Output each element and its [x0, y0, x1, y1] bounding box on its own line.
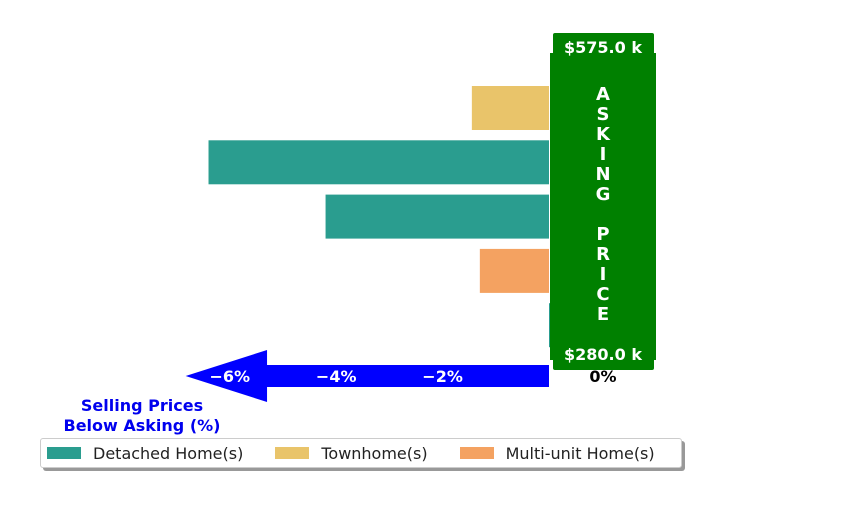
asking-price-letter: I	[600, 144, 607, 165]
x-tick-label: 0%	[589, 367, 616, 386]
bar-4-multi-unit-home-s	[479, 248, 549, 293]
asking-price-letter: R	[596, 244, 610, 265]
legend-label-multiunit: Multi-unit Home(s)	[505, 443, 655, 463]
legend-swatch-townhome	[275, 447, 310, 459]
asking-price-letter: E	[597, 304, 609, 325]
bar-1-townhome-s	[471, 86, 549, 130]
x-tick-label: −6%	[210, 367, 251, 386]
x-tick-label: −2%	[422, 367, 463, 386]
legend-item-multiunit: Multi-unit Home(s)	[459, 443, 655, 463]
asking-price-letter: K	[596, 124, 611, 145]
legend-swatch-multiunit	[459, 447, 494, 459]
asking-price-panel	[550, 53, 656, 360]
x-axis-label-line1: Selling Prices	[80, 396, 204, 415]
axis-arrow-shape	[185, 350, 550, 402]
bar-2-detached-home-s	[208, 140, 549, 185]
asking-price-bottom-badge	[553, 340, 654, 370]
asking-price-letter: G	[596, 184, 611, 205]
asking-price-letter: A	[596, 84, 610, 105]
asking-price-top-label: $575.0 k	[564, 38, 642, 57]
axis-arrow	[185, 350, 550, 402]
legend: Detached Home(s) Townhome(s) Multi-unit …	[40, 438, 682, 468]
legend-label-detached: Detached Home(s)	[93, 443, 244, 463]
legend-item-townhome: Townhome(s)	[275, 443, 428, 463]
asking-price-bottom-label: $280.0 k	[564, 345, 642, 364]
x-tick-labels: −6% −4% −2% 0%	[210, 367, 617, 386]
asking-price-letter: I	[600, 264, 607, 285]
x-axis-label-line2: Below Asking (%)	[63, 416, 221, 435]
bars-group	[208, 86, 560, 348]
asking-price-letter: P	[596, 224, 609, 245]
legend-item-detached: Detached Home(s)	[47, 444, 243, 463]
asking-price-letter: C	[596, 284, 609, 305]
x-axis-label: Selling Prices Below Asking (%)	[40, 396, 244, 436]
x-tick-label: −4%	[316, 367, 357, 386]
asking-price-top-badge	[553, 33, 654, 61]
asking-price-letter: S	[597, 104, 610, 125]
asking-price-letter: N	[595, 164, 610, 185]
legend-swatch-detached	[47, 447, 81, 459]
bar-3-detached-home-s	[325, 194, 549, 239]
legend-label-townhome: Townhome(s)	[321, 443, 428, 463]
